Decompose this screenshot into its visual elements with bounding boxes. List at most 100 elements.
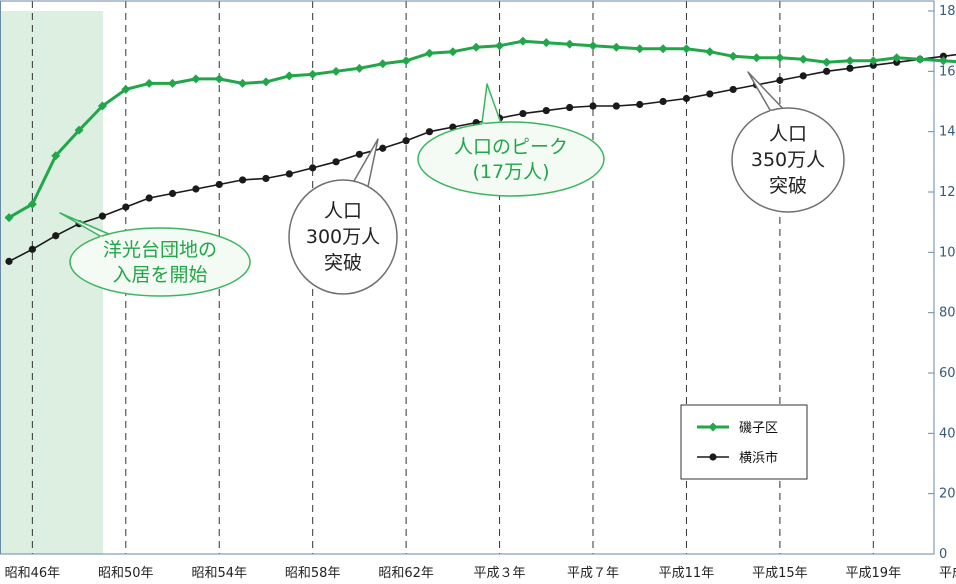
data-point-diamond: [97, 101, 107, 111]
callout-3: 人口 350万人突破: [731, 71, 845, 213]
data-point-circle: [729, 85, 737, 94]
callout-bubble: [288, 179, 398, 295]
callout-text: 人口 350万人突破: [751, 123, 825, 197]
data-point-circle: [355, 150, 363, 158]
callout-bubble: [417, 121, 605, 197]
data-point-diamond: [144, 78, 154, 88]
x-tick-label: 昭和50年: [98, 566, 154, 581]
data-point-circle: [285, 170, 293, 178]
data-point-circle: [612, 102, 620, 110]
data-point-diamond: [238, 78, 248, 88]
callout-line: 300万人: [306, 226, 380, 248]
y-tick-label: 120: [939, 185, 956, 200]
y-tick-label: 80: [939, 306, 956, 321]
data-point-circle: [706, 90, 714, 98]
y-tick-label: 100: [939, 245, 956, 260]
x-tick-label: 平成11年: [659, 566, 715, 581]
data-point-diamond: [331, 66, 341, 76]
data-point-circle: [589, 102, 597, 110]
data-point-circle: [28, 245, 36, 253]
data-point-diamond: [705, 47, 715, 57]
data-point-circle: [379, 144, 387, 152]
data-point-diamond: [565, 39, 575, 49]
callout-seam: [769, 110, 791, 120]
data-point-diamond: [868, 56, 878, 66]
data-point-circle: [566, 103, 574, 112]
callout-line: 人口: [324, 200, 362, 222]
callout-line: 人口: [769, 123, 807, 145]
callout-text: 人口のピーク (17万人): [454, 136, 568, 183]
callout-text: 洋光台団地の入居を開始: [103, 239, 217, 286]
data-point-diamond: [495, 41, 505, 51]
data-point-diamond: [798, 54, 808, 64]
callout-bubble: [69, 227, 251, 297]
x-tick-label: 昭和54年: [191, 566, 247, 581]
data-point-diamond: [214, 74, 224, 84]
data-point-diamond: [892, 53, 902, 63]
data-point-diamond: [822, 57, 832, 67]
y-tick-label: 20: [939, 487, 956, 502]
data-point-circle: [309, 164, 317, 172]
data-point-circle: [939, 52, 948, 60]
legend-label: 横浜市: [739, 450, 778, 466]
data-point-circle: [145, 194, 153, 202]
callout-line: 入居を開始: [112, 264, 207, 286]
y-tick-label: 0: [939, 547, 947, 562]
legend-label: 磯子区: [739, 421, 778, 436]
callout-0: 洋光台団地の入居を開始: [59, 212, 251, 297]
data-point-diamond: [284, 71, 294, 81]
data-point-circle: [122, 203, 130, 211]
callout-seam: [481, 123, 503, 130]
callout-line: 350万人: [751, 149, 825, 171]
x-tick-label: 平成15年: [752, 566, 808, 581]
callout-seam: [349, 188, 367, 200]
data-point-circle: [893, 58, 901, 66]
data-point-diamond: [658, 44, 668, 54]
x-tick-label: 平成７年: [567, 566, 619, 581]
x-tick-label: 平成19年: [846, 566, 902, 581]
data-point-circle: [659, 97, 667, 106]
data-point-diamond: [378, 59, 388, 69]
data-point-diamond: [518, 36, 528, 46]
data-point-diamond: [728, 51, 738, 61]
data-point-diamond: [261, 77, 271, 87]
data-point-diamond: [611, 42, 621, 52]
legend-box: [680, 404, 808, 480]
callout-seam: [99, 236, 119, 242]
data-point-circle: [846, 64, 854, 72]
data-point-diamond: [424, 48, 434, 58]
callout-line: (17万人): [472, 161, 549, 183]
data-point-diamond: [27, 199, 37, 209]
x-tick-label: 昭和46年: [5, 566, 61, 581]
data-point-circle: [239, 176, 247, 184]
callout-line: 突破: [324, 252, 362, 274]
data-point-circle: [869, 61, 877, 69]
callout-2: 人口のピーク (17万人): [417, 83, 605, 197]
data-point-circle: [542, 106, 550, 115]
data-point-circle: [682, 94, 691, 103]
y-tick-label: 60: [939, 366, 956, 381]
data-point-circle: [519, 109, 527, 118]
data-point-circle: [823, 67, 831, 75]
data-point-circle: [332, 158, 340, 166]
callout-text: 人口 300万人突破: [306, 200, 380, 274]
data-point-diamond: [74, 125, 84, 135]
data-point-diamond: [775, 53, 785, 63]
y-tick-label: 160: [939, 64, 956, 79]
data-point-circle: [52, 232, 60, 240]
data-point-circle: [425, 128, 434, 136]
data-point-diamond: [635, 44, 645, 54]
x-tick-label: 平成３年: [474, 566, 526, 581]
data-point-diamond: [401, 56, 411, 66]
callout-tail: [481, 83, 503, 127]
data-point-diamond: [845, 56, 855, 66]
legend-marker-circle: [709, 453, 717, 461]
data-point-diamond: [448, 47, 458, 57]
data-point-diamond: [121, 84, 131, 94]
callout-line: 突破: [769, 175, 807, 197]
data-point-diamond: [541, 38, 551, 48]
x-tick-label: 昭和58年: [285, 566, 341, 581]
callout-bubble: [731, 107, 845, 213]
legend-marker-diamond: [708, 422, 718, 432]
